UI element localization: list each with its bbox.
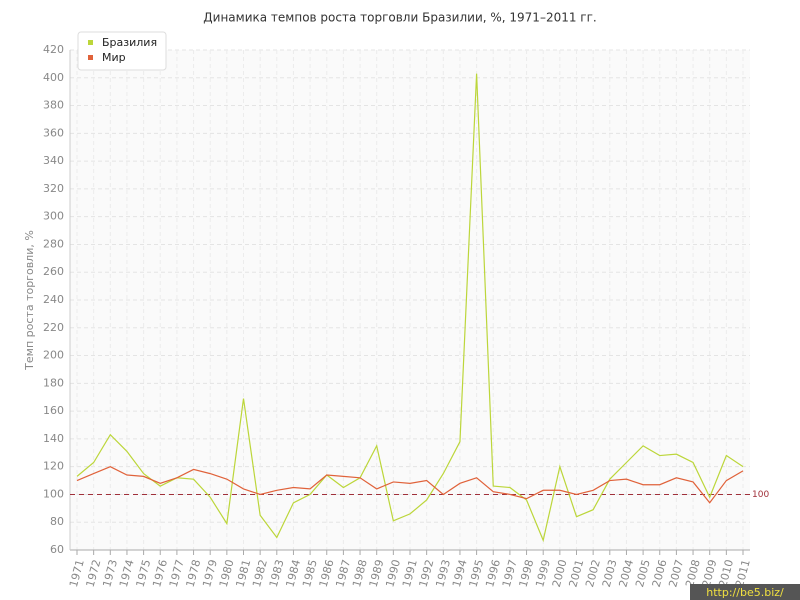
- y-tick-label: 320: [43, 182, 64, 195]
- series-line: [76, 73, 744, 543]
- legend-box: [77, 31, 167, 71]
- y-tick-label: 180: [43, 376, 64, 389]
- y-tick-label: 80: [50, 515, 64, 528]
- legend-marker: [88, 40, 93, 45]
- y-tick-label: 380: [43, 99, 64, 112]
- reference-label: 100: [752, 490, 769, 500]
- y-tick-label: 240: [43, 293, 64, 306]
- y-tick-label: 360: [43, 126, 64, 139]
- chart-title: Динамика темпов роста торговли Бразилии,…: [203, 11, 596, 25]
- y-axis-label: Темп роста торговли, %: [23, 230, 36, 371]
- y-tick-label: 120: [43, 460, 64, 473]
- y-tick-label: 220: [43, 321, 64, 334]
- watermark: http://be5.biz/: [706, 586, 784, 599]
- y-tick-label: 400: [43, 71, 64, 84]
- series-line: [76, 466, 744, 504]
- y-tick-label: 280: [43, 237, 64, 250]
- y-tick-label: 100: [43, 487, 64, 500]
- legend-label: Бразилия: [102, 36, 157, 49]
- watermark-bg: [690, 584, 800, 600]
- y-tick-label: 300: [43, 210, 64, 223]
- y-tick-label: 420: [43, 43, 64, 56]
- y-tick-label: 160: [43, 404, 64, 417]
- y-tick-label: 200: [43, 349, 64, 362]
- y-tick-label: 140: [43, 432, 64, 445]
- y-tick-label: 340: [43, 154, 64, 167]
- legend-marker: [88, 55, 93, 60]
- y-tick-label: 60: [50, 543, 64, 556]
- y-tick-label: 260: [43, 265, 64, 278]
- legend-label: Мир: [102, 51, 126, 64]
